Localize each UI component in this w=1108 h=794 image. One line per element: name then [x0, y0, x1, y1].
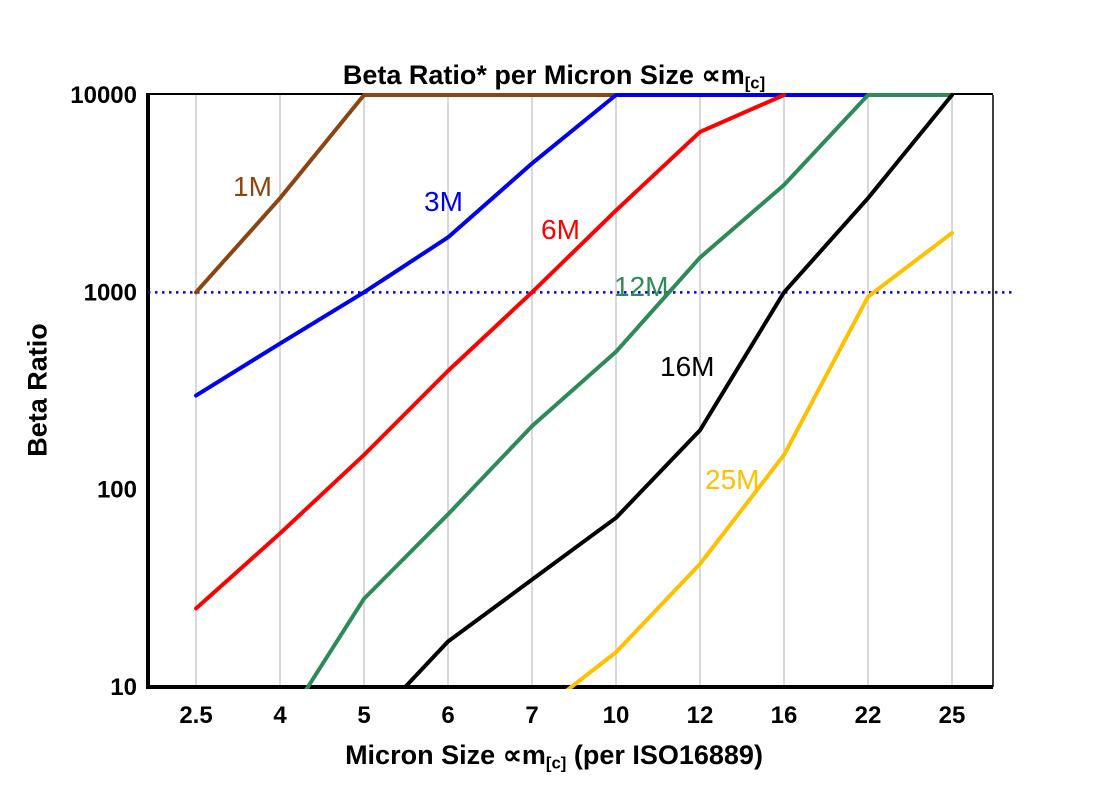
x-axis-label-tail: (per ISO16889) [566, 740, 763, 770]
x-tick-label: 6 [441, 702, 454, 729]
series-label-25M: 25M [705, 464, 759, 495]
chart-title-subscript: [c] [744, 73, 766, 93]
x-tick-label: 5 [357, 702, 370, 729]
y-tick-label: 10 [110, 674, 137, 701]
x-tick-label: 10 [603, 702, 630, 729]
x-axis-label: Micron Size ∝m[c] (per ISO16889) [0, 740, 1108, 774]
series-line-16M [400, 93, 954, 689]
series-line-1M [194, 93, 618, 295]
series-label-16M: 16M [660, 351, 714, 382]
series-line-3M [194, 93, 870, 398]
series-line-6M [194, 93, 786, 611]
y-tick-label: 1000 [84, 279, 137, 306]
x-tick-label: 7 [525, 702, 538, 729]
series-line-25M [565, 230, 954, 689]
x-tick-label: 12 [687, 702, 714, 729]
chart-title-text: Beta Ratio* per Micron Size ∝m [342, 60, 745, 90]
x-tick-label: 4 [273, 702, 287, 729]
series-label-3M: 3M [424, 186, 463, 217]
series-label-1M: 1M [233, 171, 272, 202]
y-tick-label: 10000 [70, 82, 137, 109]
series-label-12M: 12M [614, 271, 668, 302]
x-axis-label-subscript: [c] [545, 753, 567, 773]
chart-title: Beta Ratio* per Micron Size ∝m[c] [0, 60, 1108, 94]
series-line-12M [304, 93, 954, 689]
x-axis-label-text: Micron Size ∝m [345, 740, 546, 770]
x-tick-label: 25 [939, 702, 966, 729]
y-tick-label: 100 [97, 477, 137, 504]
x-tick-label: 22 [855, 702, 882, 729]
x-tick-label: 16 [771, 702, 798, 729]
series-label-6M: 6M [541, 214, 580, 245]
x-tick-label: 2.5 [179, 702, 212, 729]
